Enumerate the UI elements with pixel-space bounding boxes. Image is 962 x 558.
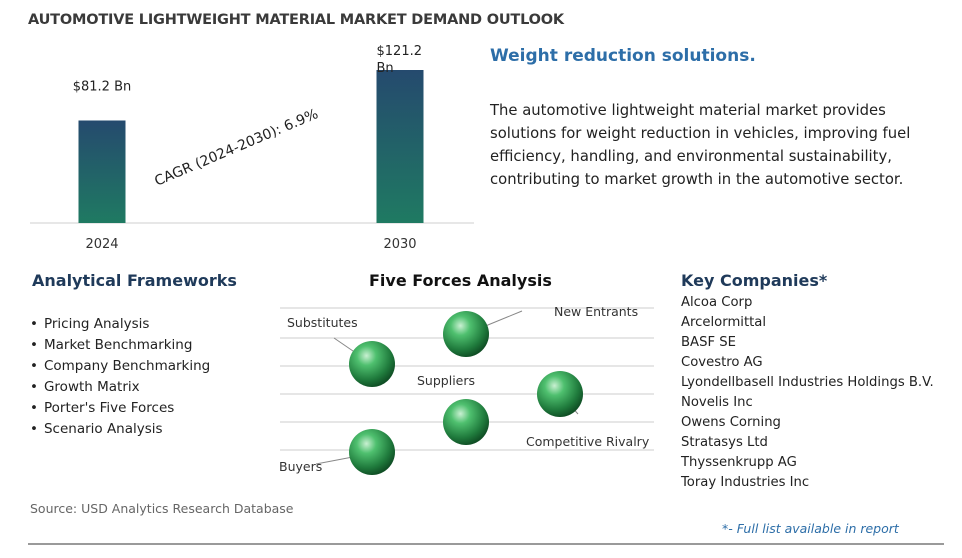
suppliers-sphere <box>443 399 489 445</box>
new-entrants-label: New Entrants <box>554 304 638 319</box>
substitutes-sphere <box>349 341 395 387</box>
market-summary: The automotive lightweight material mark… <box>490 102 911 188</box>
full-list-footnote: *- Full list available in report <box>722 521 899 536</box>
page-title: AUTOMOTIVE LIGHTWEIGHT MATERIAL MARKET D… <box>28 12 564 28</box>
company-item: Lyondellbasell Industries Holdings B.V. <box>681 375 934 390</box>
company-item: BASF SE <box>681 335 736 350</box>
headline: Weight reduction solutions. <box>490 46 756 66</box>
framework-item: Growth Matrix <box>30 377 210 398</box>
data-label-2024: $81.2 Bn <box>73 79 132 94</box>
rivalry-sphere <box>537 371 583 417</box>
framework-item: Porter's Five Forces <box>30 398 210 419</box>
buyers-label: Buyers <box>279 459 322 474</box>
company-item: Toray Industries Inc <box>681 475 810 490</box>
competitive-rivalry-label: Competitive Rivalry <box>526 434 650 449</box>
framework-item: Scenario Analysis <box>30 419 210 440</box>
company-item: Thyssenkrupp AG <box>681 455 797 470</box>
framework-item: Market Benchmarking <box>30 335 210 356</box>
company-item: Covestro AG <box>681 355 763 370</box>
five-forces-heading: Five Forces Analysis <box>369 271 552 290</box>
bar-2024 <box>78 120 126 223</box>
cagr-annotation: CAGR (2024-2030): 6.9% <box>152 106 320 190</box>
framework-item: Company Benchmarking <box>30 356 210 377</box>
frameworks-heading: Analytical Frameworks <box>32 271 237 290</box>
companies-heading: Key Companies* <box>681 271 828 290</box>
bottom-divider <box>28 543 944 545</box>
source-note: Source: USD Analytics Research Database <box>30 501 294 516</box>
company-item: Novelis Inc <box>681 395 753 410</box>
x-tick-label: 2030 <box>383 237 416 252</box>
new-entrants-sphere <box>443 311 489 357</box>
frameworks-list: Pricing Analysis Market Benchmarking Com… <box>30 314 210 440</box>
five-forces-diagram: New Entrants Substitutes Suppliers Compe… <box>279 304 654 475</box>
suppliers-label: Suppliers <box>417 373 475 388</box>
x-tick-label: 2024 <box>85 237 118 252</box>
companies-list: Alcoa Corp Arcelormittal BASF SE Covestr… <box>681 293 934 493</box>
company-item: Stratasys Ltd <box>681 435 768 450</box>
framework-item: Pricing Analysis <box>30 314 210 335</box>
bar-2030 <box>376 70 424 223</box>
substitutes-label: Substitutes <box>287 315 358 330</box>
market-bar-chart: $81.2 Bn 2024 $121.2 Bn 2030 CAGR (2024-2030… <box>30 44 474 252</box>
data-label-2030: $121.2 Bn <box>377 44 423 76</box>
company-item: Alcoa Corp <box>681 295 753 310</box>
buyers-sphere <box>349 429 395 475</box>
company-item: Owens Corning <box>681 415 781 430</box>
company-item: Arcelormittal <box>681 315 767 330</box>
